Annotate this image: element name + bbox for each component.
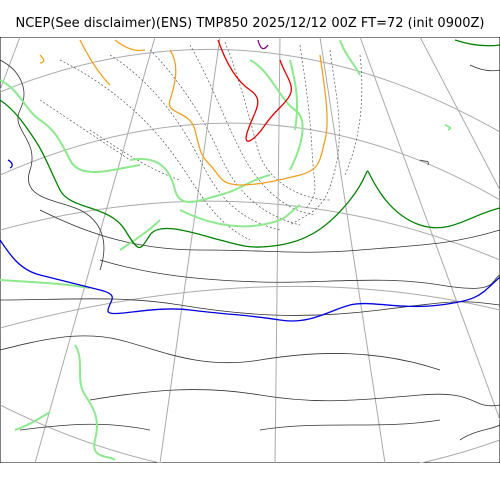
contour-purple: [257, 39, 269, 50]
map-title: NCEP(See disclaimer)(ENS) TMP850 2025/12…: [15, 16, 485, 31]
coastlines: [0, 59, 500, 441]
map-panel: [0, 37, 500, 463]
weather-map: [0, 37, 500, 463]
contour-dark-green: [0, 39, 500, 249]
contour-orange: [39, 39, 328, 186]
contour-blue: [0, 159, 500, 322]
graticule: [0, 37, 500, 463]
contour-red: [217, 39, 292, 142]
